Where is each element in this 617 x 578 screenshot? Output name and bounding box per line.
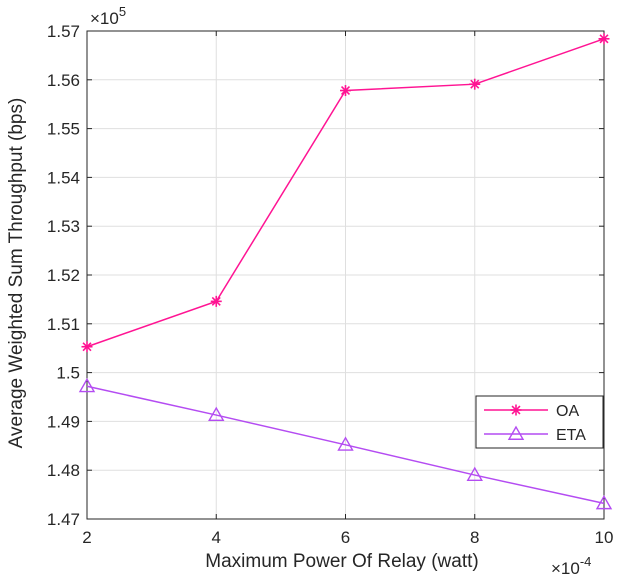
legend-label: ETA (556, 427, 586, 444)
y-tick-label: 1.48 (47, 461, 80, 480)
x-axis-exponent: ×10-4 (551, 554, 591, 578)
legend: OA ETA (475, 395, 604, 449)
x-axis-label: Maximum Power Of Relay (watt) (205, 551, 478, 572)
x-axis-ticks: 2 4 6 8 10 (82, 31, 613, 547)
y-tick-label: 1.52 (47, 266, 80, 285)
y-axis-exponent-power: 5 (119, 4, 126, 19)
y-axis-label: Average Weighted Sum Throughput (bps) (6, 98, 27, 449)
y-tick-label: 1.5 (56, 364, 80, 383)
legend-entry-eta: ETA (484, 425, 586, 444)
data-point-oa (469, 78, 481, 90)
legend-marker-asterisk-icon (510, 404, 522, 416)
x-tick-label: 2 (82, 528, 91, 547)
data-point-eta (208, 406, 225, 422)
x-tick-label: 4 (212, 528, 221, 547)
x-tick-label: 10 (595, 528, 614, 547)
data-point-oa (340, 85, 351, 97)
series-layer (78, 33, 613, 510)
y-axis-ticks: 1.47 1.48 1.49 1.5 1.51 1.52 1.53 1.54 1.55 1.56 1… (47, 22, 604, 529)
y-tick-label: 1.49 (47, 412, 80, 431)
data-point-oa (210, 295, 222, 307)
legend-label: OA (556, 403, 579, 420)
y-tick-label: 1.47 (47, 510, 80, 529)
legend-box (475, 395, 604, 449)
y-tick-label: 1.51 (47, 315, 80, 334)
legend-entry-oa: OA (484, 403, 579, 420)
data-point-oa (598, 33, 610, 45)
legend-marker-triangle-icon (507, 425, 525, 440)
series-line-eta (86, 385, 605, 505)
x-tick-label: 8 (470, 528, 479, 547)
data-point-eta (337, 436, 354, 451)
y-tick-label: 1.56 (47, 71, 80, 90)
data-point-eta (595, 494, 613, 510)
y-tick-label: 1.53 (47, 217, 80, 236)
y-tick-label: 1.54 (47, 168, 80, 187)
x-axis-exponent-power: -4 (580, 554, 592, 569)
data-point-oa (81, 341, 93, 353)
data-point-eta (466, 466, 483, 482)
y-axis-exponent: ×105 (90, 4, 126, 28)
data-point-eta (78, 377, 96, 393)
x-tick-label: 6 (341, 528, 350, 547)
y-tick-label: 1.55 (47, 120, 80, 139)
y-tick-label: 1.57 (47, 22, 80, 41)
